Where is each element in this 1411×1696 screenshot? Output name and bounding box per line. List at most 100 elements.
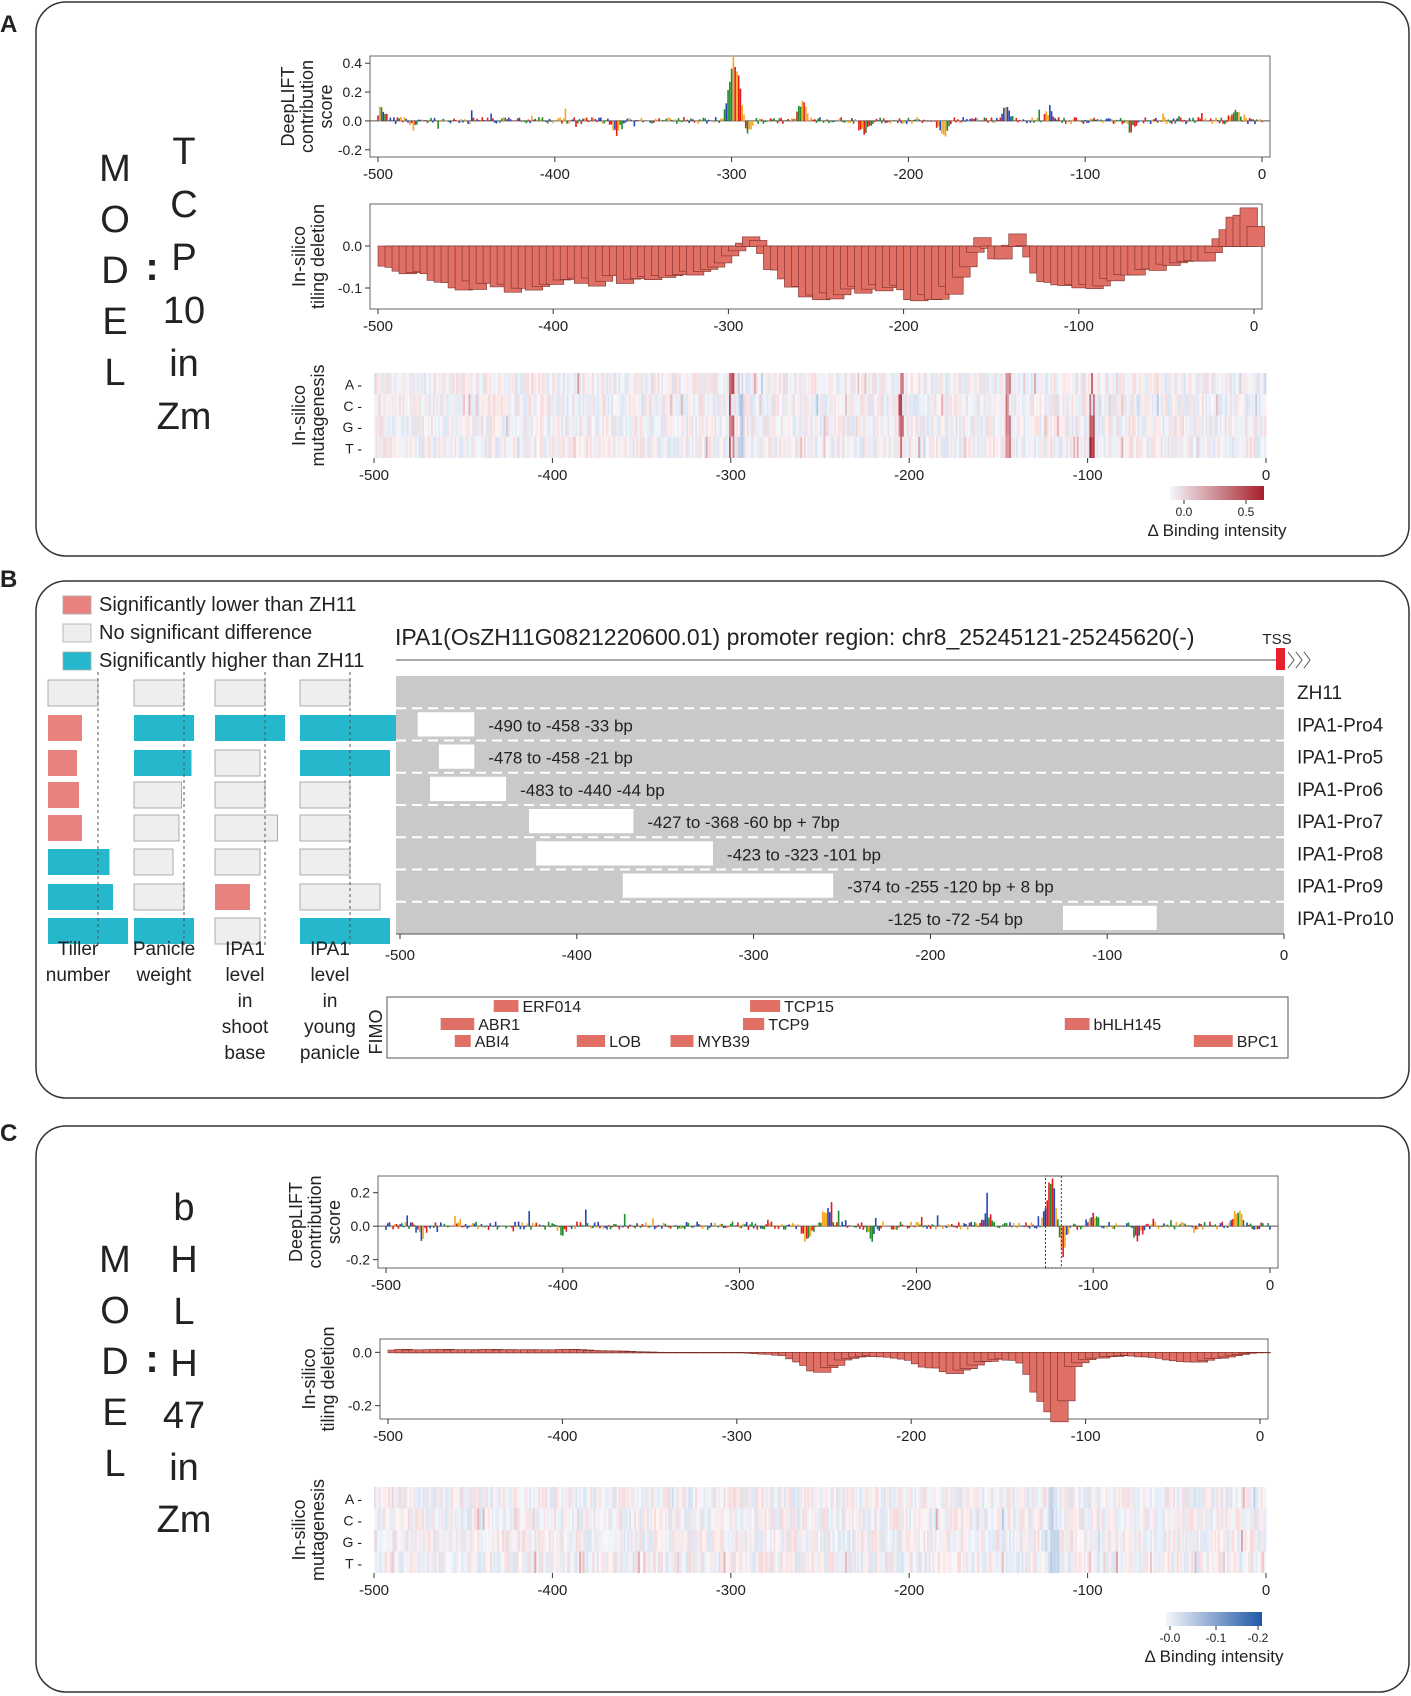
heat-cell (795, 1487, 798, 1509)
heat-cell (541, 373, 544, 395)
heat-cell (834, 1487, 837, 1509)
heat-cell (730, 394, 733, 416)
heat-cell (568, 415, 571, 437)
heat-cell (552, 1530, 555, 1552)
model-name-part: Zm (157, 1499, 212, 1541)
heat-cell (952, 1487, 955, 1509)
heat-cell (1030, 1508, 1033, 1530)
heat-cell (548, 1508, 552, 1530)
heat-cell (1178, 1487, 1181, 1509)
heat-cell (1048, 1508, 1051, 1530)
heat-cell (1009, 415, 1012, 437)
heat-cell (627, 436, 630, 458)
colorbar: 0.0 0.5Δ Binding intensity (1148, 486, 1287, 540)
heat-cell (1082, 436, 1085, 458)
heat-cell (409, 1487, 412, 1509)
heat-cell (1071, 373, 1074, 395)
heat-cell (379, 1487, 382, 1509)
heat-cell (720, 436, 723, 458)
heat-cell (1059, 1487, 1062, 1509)
heat-cell (953, 415, 956, 437)
heat-cell (482, 394, 486, 416)
heat-cell (670, 415, 673, 437)
heat-cell (1085, 394, 1088, 416)
heat-cell (1244, 1487, 1247, 1509)
heat-cell (691, 1530, 694, 1552)
heat-cell (1157, 1508, 1160, 1530)
heat-cell (711, 373, 714, 395)
heat-cell (572, 1530, 575, 1552)
heat-cell (723, 394, 726, 416)
heat-cell (1117, 1508, 1121, 1530)
x-tick-label: 0 (1250, 318, 1258, 335)
heat-cell (695, 415, 698, 437)
heat-cell (1191, 1508, 1194, 1530)
heat-cell (479, 415, 482, 437)
heat-cell (388, 1530, 391, 1552)
heat-cell (445, 1487, 448, 1509)
heat-cell (598, 415, 601, 437)
heat-cell (1053, 436, 1056, 458)
heat-cell (504, 394, 507, 416)
heat-cell (823, 1530, 826, 1552)
heat-cell (1257, 1530, 1260, 1552)
heat-cell (1207, 1508, 1210, 1530)
heat-cell (868, 1508, 871, 1530)
heat-cell (741, 1487, 744, 1509)
heat-cell (1217, 373, 1221, 395)
heat-cell (473, 394, 477, 416)
heat-cell (921, 394, 924, 416)
heat-cell (1148, 373, 1151, 395)
heat-cell (475, 1551, 478, 1573)
heat-cell (1073, 415, 1076, 437)
heat-cell (518, 415, 521, 437)
heat-cell (993, 436, 996, 458)
heat-cell (431, 436, 434, 458)
heat-cell (850, 1508, 853, 1530)
heat-cell (832, 1508, 835, 1530)
heat-cell (475, 415, 478, 437)
heat-cell (778, 1530, 782, 1552)
heat-cell (1132, 1487, 1135, 1509)
heat-cell (1198, 1487, 1201, 1509)
heat-cell (689, 436, 692, 458)
heat-cell (787, 436, 791, 458)
heat-cell (673, 436, 676, 458)
heat-cell (736, 394, 739, 416)
heat-cell (750, 394, 753, 416)
heat-cell (1237, 1508, 1240, 1530)
heat-cell (575, 373, 578, 395)
heat-cell (853, 1487, 857, 1509)
heat-cell (384, 1530, 387, 1552)
heat-cell (377, 415, 380, 437)
heat-cell (820, 415, 823, 437)
heat-cell (1084, 415, 1087, 437)
heat-cell (802, 436, 805, 458)
heat-cell (381, 415, 384, 437)
heat-cell (493, 1530, 496, 1552)
heat-cell (638, 415, 641, 437)
heat-cell (696, 394, 700, 416)
heat-cell (959, 394, 962, 416)
heat-cell (527, 415, 530, 437)
heat-cell (743, 394, 746, 416)
heat-cell (616, 415, 619, 437)
heat-cell (764, 1508, 767, 1530)
heat-cell (620, 1530, 623, 1552)
heat-cell (432, 1551, 436, 1573)
heat-cell (481, 436, 484, 458)
heat-cell (434, 1551, 437, 1573)
heat-cell (577, 394, 580, 416)
heat-cell (900, 1530, 903, 1552)
heat-cell (623, 436, 626, 458)
heat-cell (1167, 1487, 1171, 1509)
heat-cell (1248, 415, 1251, 437)
heat-cell (452, 394, 455, 416)
heat-cell (825, 1487, 828, 1509)
heat-cell (948, 373, 951, 395)
heat-cell (837, 436, 841, 458)
heat-cell (753, 1530, 757, 1552)
heat-cell (850, 436, 853, 458)
heat-cell (1025, 415, 1028, 437)
heat-cell (704, 436, 707, 458)
